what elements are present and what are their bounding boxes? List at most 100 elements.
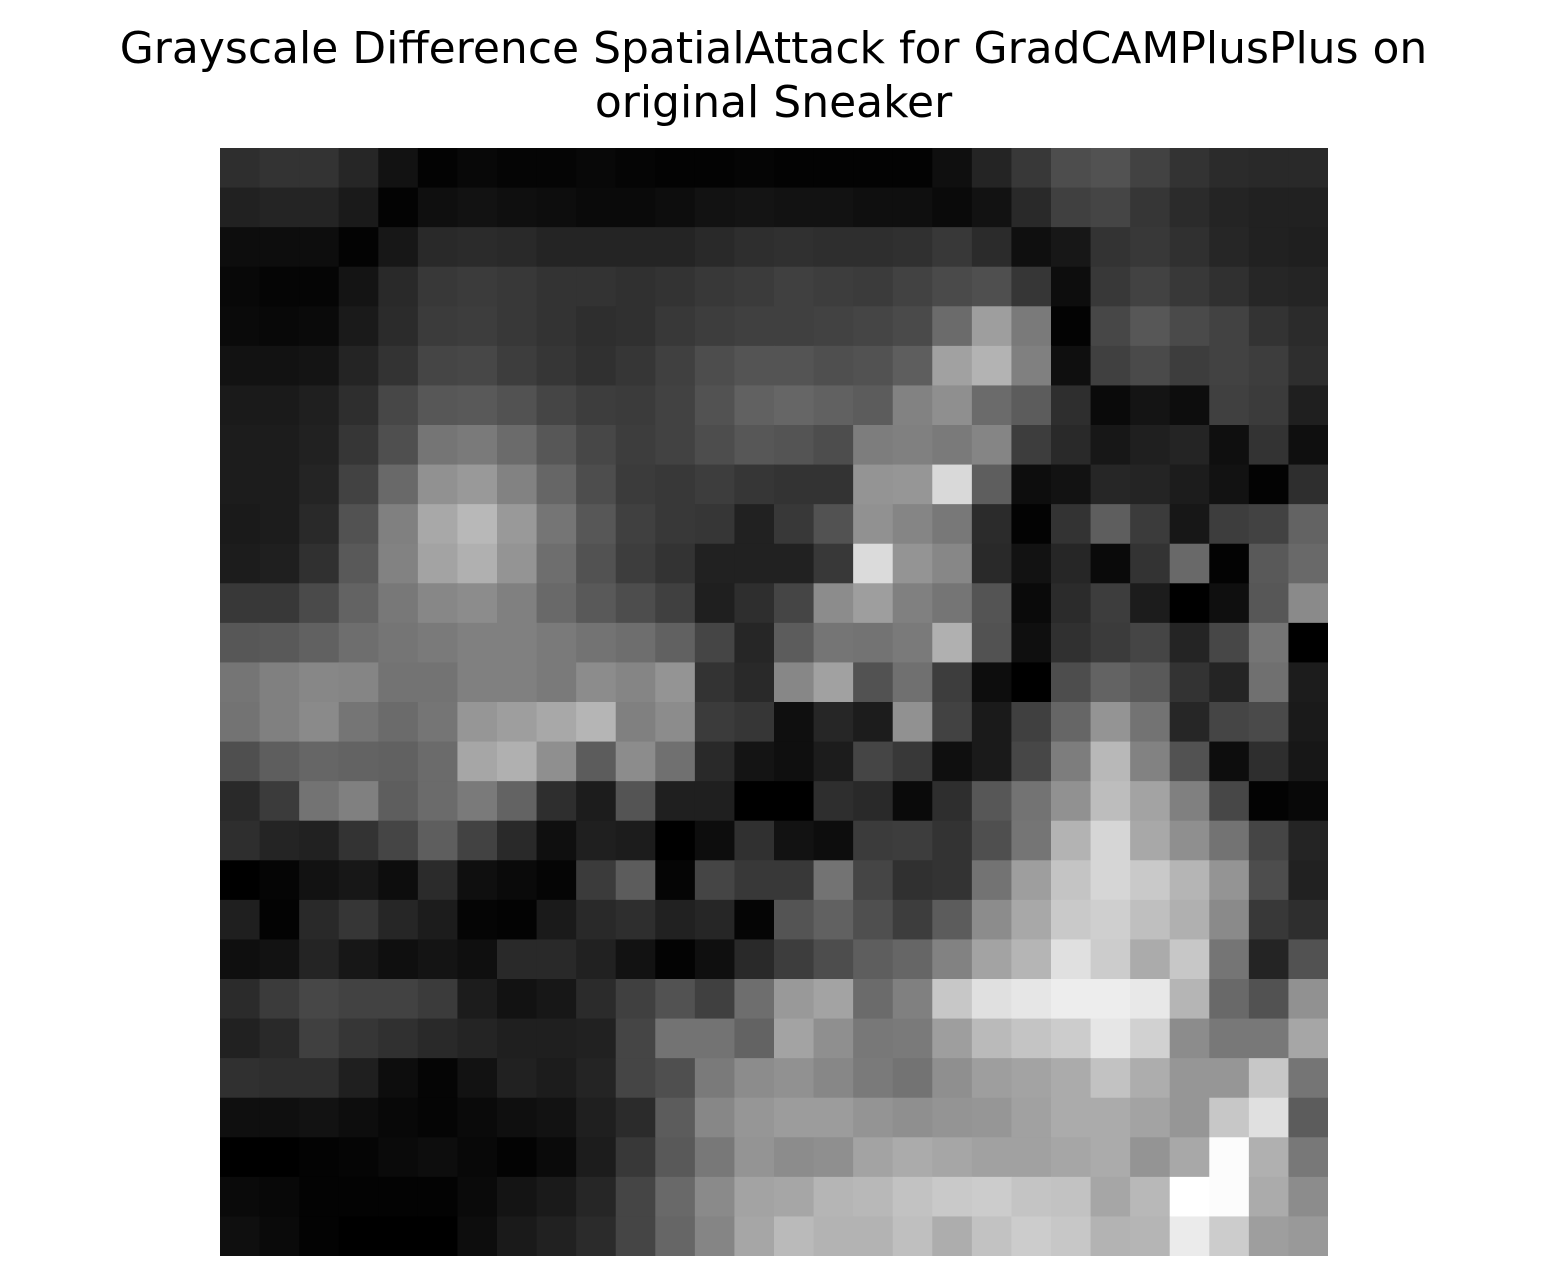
heatmap-cell-r25-c27 xyxy=(1288,1137,1328,1178)
heatmap-cell-r2-c11 xyxy=(655,227,696,268)
heatmap-cell-r4-c2 xyxy=(299,306,340,347)
heatmap-cell-r12-c12 xyxy=(694,622,736,664)
heatmap-cell-r19-c4 xyxy=(378,899,419,941)
heatmap-cell-r2-c6 xyxy=(457,227,498,268)
heatmap-cell-r18-c9 xyxy=(576,860,617,901)
heatmap-cell-r15-c24 xyxy=(1169,741,1210,782)
heatmap-cell-r14-c10 xyxy=(615,702,656,743)
heatmap-cell-r24-c14 xyxy=(774,1097,815,1138)
heatmap-cell-r1-c15 xyxy=(813,187,854,228)
heatmap-cell-r9-c11 xyxy=(655,504,696,545)
heatmap-cell-r27-c25 xyxy=(1209,1216,1250,1256)
heatmap-cell-r5-c4 xyxy=(378,345,419,387)
heatmap-cell-r9-c24 xyxy=(1169,504,1210,545)
heatmap-cell-r5-c16 xyxy=(853,345,894,387)
heatmap-cell-r20-c5 xyxy=(417,939,459,980)
heatmap-cell-r11-c25 xyxy=(1209,583,1250,624)
heatmap-cell-r4-c22 xyxy=(1090,306,1131,347)
heatmap-cell-r17-c17 xyxy=(892,820,933,861)
heatmap-cell-r24-c15 xyxy=(813,1097,854,1138)
heatmap-cell-r19-c16 xyxy=(853,899,894,941)
heatmap-cell-r16-c27 xyxy=(1288,781,1328,822)
heatmap-cell-r2-c24 xyxy=(1169,227,1210,268)
heatmap-cell-r21-c15 xyxy=(813,979,854,1020)
heatmap-cell-r2-c22 xyxy=(1090,227,1131,268)
heatmap-cell-r3-c22 xyxy=(1090,266,1131,307)
heatmap-cell-r11-c20 xyxy=(1011,583,1052,624)
heatmap-cell-r21-c14 xyxy=(774,979,815,1020)
heatmap-cell-r0-c10 xyxy=(615,148,656,189)
heatmap-cell-r4-c18 xyxy=(932,306,973,347)
heatmap-cell-r12-c5 xyxy=(417,622,459,664)
heatmap-cell-r23-c26 xyxy=(1248,1058,1290,1099)
heatmap-cell-r15-c19 xyxy=(971,741,1013,782)
heatmap-cell-r16-c4 xyxy=(378,781,419,822)
heatmap-cell-r6-c1 xyxy=(259,385,300,426)
heatmap-cell-r26-c24 xyxy=(1169,1176,1210,1218)
heatmap-cell-r17-c25 xyxy=(1209,820,1250,861)
heatmap-cell-r15-c26 xyxy=(1248,741,1290,782)
heatmap-cell-r1-c11 xyxy=(655,187,696,228)
heatmap-cell-r5-c22 xyxy=(1090,345,1131,387)
heatmap-cell-r4-c15 xyxy=(813,306,854,347)
heatmap-cell-r24-c19 xyxy=(971,1097,1013,1138)
heatmap-cell-r8-c20 xyxy=(1011,464,1052,505)
heatmap-cell-r8-c24 xyxy=(1169,464,1210,505)
heatmap-cell-r16-c12 xyxy=(694,781,736,822)
heatmap-cell-r6-c12 xyxy=(694,385,736,426)
heatmap-cell-r11-c19 xyxy=(971,583,1013,624)
heatmap-cell-r3-c15 xyxy=(813,266,854,307)
heatmap-cell-r8-c14 xyxy=(774,464,815,505)
heatmap-cell-r6-c20 xyxy=(1011,385,1052,426)
heatmap-cell-r1-c22 xyxy=(1090,187,1131,228)
heatmap-cell-r6-c22 xyxy=(1090,385,1131,426)
heatmap-cell-r18-c7 xyxy=(497,860,538,901)
heatmap-cell-r26-c16 xyxy=(853,1176,894,1218)
heatmap-cell-r13-c27 xyxy=(1288,662,1328,703)
heatmap-cell-r16-c11 xyxy=(655,781,696,822)
heatmap-cell-r13-c7 xyxy=(497,662,538,703)
heatmap-cell-r6-c10 xyxy=(615,385,656,426)
heatmap-cell-r17-c6 xyxy=(457,820,498,861)
heatmap-cell-r18-c12 xyxy=(694,860,736,901)
heatmap-cell-r24-c24 xyxy=(1169,1097,1210,1138)
heatmap-cell-r2-c12 xyxy=(694,227,736,268)
heatmap-cell-r14-c26 xyxy=(1248,702,1290,743)
heatmap-cell-r26-c26 xyxy=(1248,1176,1290,1218)
heatmap-cell-r7-c0 xyxy=(220,425,261,466)
heatmap-cell-r9-c22 xyxy=(1090,504,1131,545)
heatmap-cell-r15-c3 xyxy=(338,741,379,782)
heatmap-cell-r19-c9 xyxy=(576,899,617,941)
heatmap-cell-r4-c16 xyxy=(853,306,894,347)
heatmap-cell-r16-c20 xyxy=(1011,781,1052,822)
heatmap-cell-r14-c3 xyxy=(338,702,379,743)
heatmap-cell-r3-c1 xyxy=(259,266,300,307)
heatmap-cell-r8-c22 xyxy=(1090,464,1131,505)
heatmap-cell-r0-c21 xyxy=(1051,148,1092,189)
heatmap-cell-r22-c3 xyxy=(338,1018,379,1059)
heatmap-cell-r18-c0 xyxy=(220,860,261,901)
heatmap-cell-r20-c12 xyxy=(694,939,736,980)
heatmap-cell-r14-c27 xyxy=(1288,702,1328,743)
heatmap-cell-r3-c17 xyxy=(892,266,933,307)
heatmap-cell-r18-c26 xyxy=(1248,860,1290,901)
heatmap-cell-r5-c5 xyxy=(417,345,459,387)
heatmap-cell-r25-c16 xyxy=(853,1137,894,1178)
heatmap-cell-r5-c14 xyxy=(774,345,815,387)
heatmap-cell-r11-c8 xyxy=(536,583,577,624)
heatmap-cell-r12-c17 xyxy=(892,622,933,664)
heatmap-cell-r26-c17 xyxy=(892,1176,933,1218)
heatmap-cell-r19-c5 xyxy=(417,899,459,941)
chart-title: Grayscale Difference SpatialAttack for G… xyxy=(0,22,1547,130)
heatmap-cell-r22-c21 xyxy=(1051,1018,1092,1059)
heatmap-cell-r10-c21 xyxy=(1051,543,1092,584)
heatmap-cell-r20-c21 xyxy=(1051,939,1092,980)
heatmap-cell-r26-c2 xyxy=(299,1176,340,1218)
heatmap-cell-r13-c19 xyxy=(971,662,1013,703)
heatmap-cell-r15-c11 xyxy=(655,741,696,782)
heatmap-cell-r7-c19 xyxy=(971,425,1013,466)
heatmap-cell-r27-c11 xyxy=(655,1216,696,1256)
heatmap-cell-r1-c24 xyxy=(1169,187,1210,228)
heatmap-cell-r10-c18 xyxy=(932,543,973,584)
heatmap-cell-r22-c2 xyxy=(299,1018,340,1059)
